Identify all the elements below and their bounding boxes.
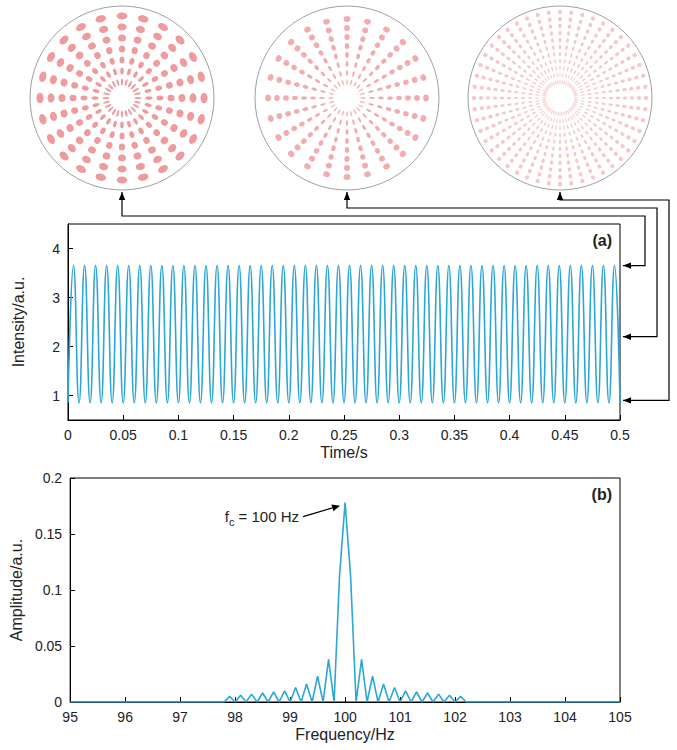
svg-text:Amplitude/a.u.: Amplitude/a.u.	[8, 539, 25, 641]
svg-text:98: 98	[227, 709, 243, 725]
svg-text:99: 99	[282, 709, 298, 725]
svg-text:Time/s: Time/s	[320, 444, 367, 461]
svg-text:0: 0	[54, 694, 62, 710]
svg-text:3: 3	[52, 290, 60, 306]
svg-text:0.3: 0.3	[389, 427, 409, 443]
svg-text:1: 1	[52, 388, 60, 404]
svg-text:100: 100	[333, 709, 357, 725]
svg-text:102: 102	[443, 709, 467, 725]
svg-text:95: 95	[62, 709, 78, 725]
svg-text:0.1: 0.1	[43, 582, 63, 598]
svg-text:0.15: 0.15	[35, 526, 62, 542]
svg-text:0.5: 0.5	[610, 427, 630, 443]
svg-text:c: c	[229, 516, 235, 528]
svg-text:105: 105	[608, 709, 632, 725]
svg-text:0.05: 0.05	[35, 638, 62, 654]
svg-text:104: 104	[553, 709, 577, 725]
svg-text:0.25: 0.25	[330, 427, 357, 443]
svg-text:101: 101	[388, 709, 412, 725]
svg-text:0.35: 0.35	[441, 427, 468, 443]
svg-text:0.05: 0.05	[110, 427, 137, 443]
svg-text:103: 103	[498, 709, 522, 725]
svg-text:= 100 Hz: = 100 Hz	[234, 508, 299, 525]
svg-text:2: 2	[52, 339, 60, 355]
svg-text:0.15: 0.15	[220, 427, 247, 443]
svg-text:0.2: 0.2	[43, 470, 63, 486]
svg-text:Intensity/a.u.: Intensity/a.u.	[10, 277, 27, 368]
svg-text:0.4: 0.4	[500, 427, 520, 443]
svg-text:96: 96	[117, 709, 133, 725]
svg-text:f: f	[225, 508, 230, 525]
svg-text:0: 0	[64, 427, 72, 443]
svg-text:(b): (b)	[592, 486, 612, 503]
svg-text:4: 4	[52, 241, 60, 257]
svg-text:0.1: 0.1	[169, 427, 189, 443]
svg-text:0.2: 0.2	[279, 427, 299, 443]
svg-text:97: 97	[172, 709, 188, 725]
svg-text:0.45: 0.45	[551, 427, 578, 443]
svg-text:(a): (a)	[592, 232, 612, 249]
svg-text:Frequency/Hz: Frequency/Hz	[295, 726, 395, 743]
